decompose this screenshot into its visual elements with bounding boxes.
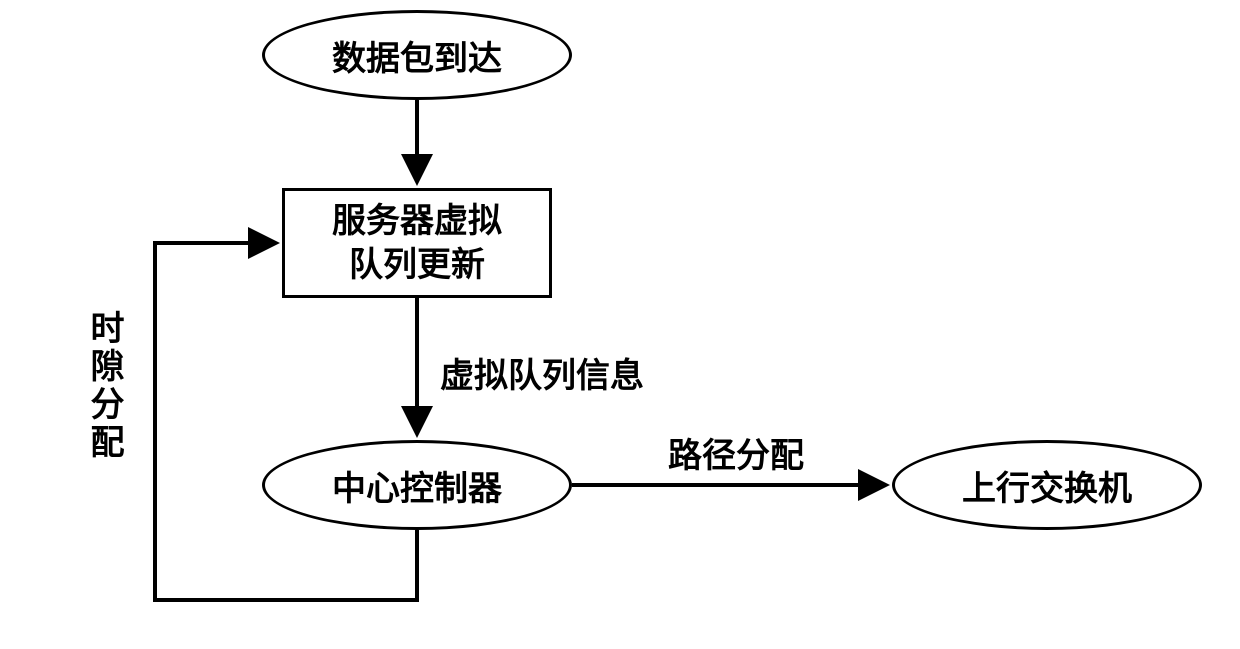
node-label-line2: 队列更新: [332, 243, 502, 287]
node-label: 中心控制器: [332, 461, 502, 510]
node-packet-arrival: 数据包到达: [262, 10, 572, 100]
flow-arrows: [0, 0, 1240, 649]
node-label: 上行交换机: [962, 461, 1132, 510]
node-central-controller: 中心控制器: [262, 440, 572, 530]
node-server-queue-update: 服务器虚拟 队列更新: [282, 188, 552, 298]
node-label-multiline: 服务器虚拟 队列更新: [332, 199, 502, 287]
edge-label-slot-assignment: 时隙分配: [80, 310, 129, 462]
node-label: 数据包到达: [332, 31, 502, 80]
node-uplink-switch: 上行交换机: [892, 440, 1202, 530]
edge-label-virtual-queue-info: 虚拟队列信息: [440, 348, 644, 397]
node-label-line1: 服务器虚拟: [332, 199, 502, 243]
edge-label-path-assignment: 路径分配: [668, 428, 804, 477]
